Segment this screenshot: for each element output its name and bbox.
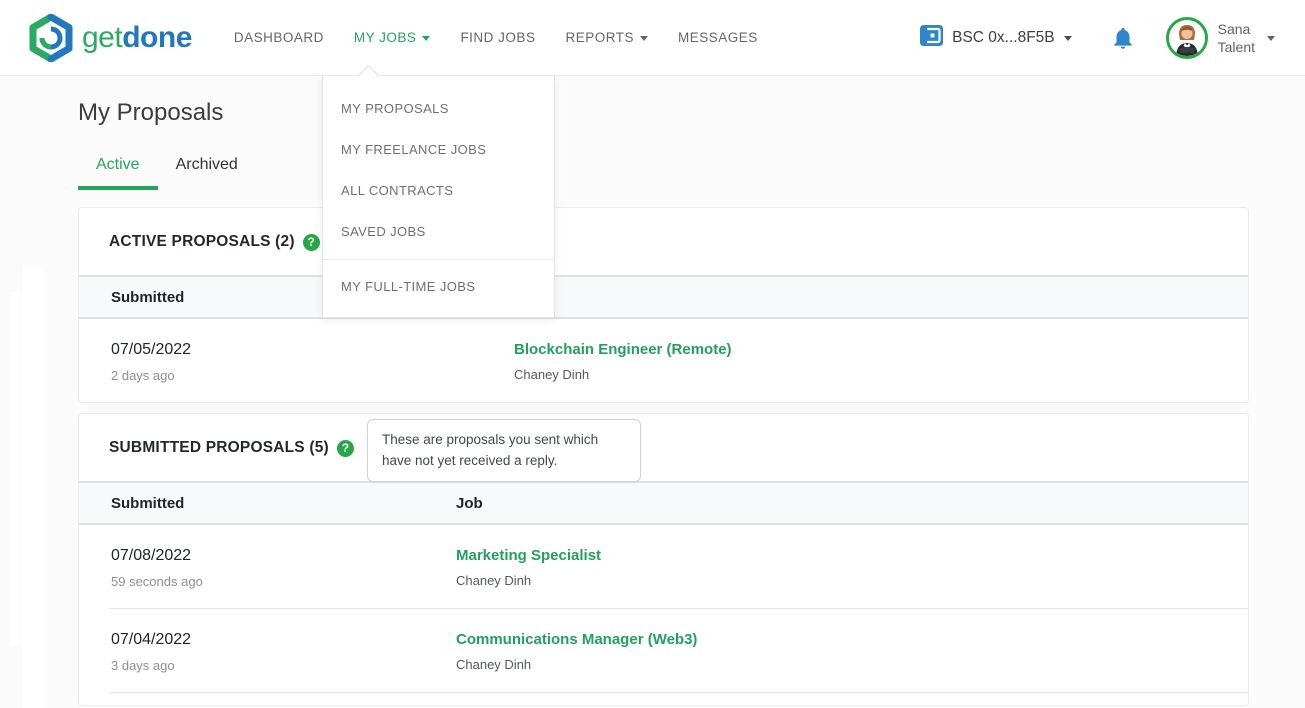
section-title: ACTIVE PROPOSALS (2) — [109, 233, 295, 250]
job-link[interactable]: Blockchain Engineer (Remote) — [514, 341, 732, 358]
wallet-address: BSC 0x...8F5B — [952, 28, 1055, 46]
table-row: 07/04/2022 3 days ago Communications Man… — [79, 609, 1248, 692]
submitted-date: 07/04/2022 — [111, 631, 192, 648]
chevron-down-icon — [1063, 35, 1072, 41]
submitted-ago: 3 days ago — [111, 658, 175, 673]
chevron-down-icon — [422, 35, 431, 41]
submitted-proposals-header: SUBMITTED PROPOSALS (5) ? — [79, 414, 1248, 481]
submitted-cell: 07/05/2022 2 days ago — [79, 341, 514, 383]
bell-icon — [1113, 27, 1132, 49]
submitted-date: 07/05/2022 — [111, 341, 192, 358]
proposals-tabs: Active Archived — [78, 156, 1249, 190]
submitted-proposals-card: These are proposals you sent which have … — [78, 413, 1249, 706]
row-divider — [109, 608, 1248, 609]
menu-item-all-contracts[interactable]: ALL CONTRACTS — [341, 183, 454, 198]
menu-divider — [323, 259, 554, 260]
active-proposals-card: ACTIVE PROPOSALS (2) ? Submitted Job 07/… — [78, 207, 1249, 403]
avatar — [1165, 16, 1208, 59]
column-header-submitted: Submitted — [111, 289, 185, 306]
job-cell: Communications Manager (Web3) Chaney Din… — [456, 631, 1248, 673]
nav-item-dashboard[interactable]: DASHBOARD — [233, 30, 324, 45]
my-jobs-dropdown: MY PROPOSALS MY FREELANCE JOBS ALL CONTR… — [322, 64, 555, 318]
submitted-date: 07/08/2022 — [111, 547, 192, 564]
column-header-submitted: Submitted — [111, 495, 185, 512]
help-icon[interactable]: ? — [302, 233, 320, 251]
tab-active[interactable]: Active — [78, 156, 158, 190]
wallet-icon — [920, 24, 944, 51]
getdone-logo-text: getdone — [82, 20, 192, 54]
nav-item-my-jobs[interactable]: MY JOBS — [354, 30, 431, 45]
column-header-job: Job — [514, 289, 1248, 306]
section-title: SUBMITTED PROPOSALS (5) — [109, 439, 329, 456]
help-icon[interactable]: ? — [336, 439, 354, 457]
getdone-logo[interactable]: getdone — [28, 13, 192, 62]
wallet-selector[interactable]: BSC 0x...8F5B — [920, 24, 1072, 51]
render-artifact — [10, 292, 20, 646]
page-title: My Proposals — [78, 99, 224, 126]
row-divider — [109, 692, 1248, 693]
submitted-cell: 07/08/2022 59 seconds ago — [79, 547, 456, 589]
help-tooltip: These are proposals you sent which have … — [367, 419, 641, 482]
chevron-down-icon — [639, 35, 648, 41]
menu-item-my-full-time-jobs[interactable]: MY FULL-TIME JOBS — [341, 279, 476, 294]
job-cell: Marketing Specialist Chaney Dinh — [456, 547, 1248, 589]
submitted-ago: 2 days ago — [111, 368, 175, 383]
submitted-cell: 07/04/2022 3 days ago — [79, 631, 456, 673]
table-row: 07/08/2022 59 seconds ago Marketing Spec… — [79, 525, 1248, 608]
job-link[interactable]: Communications Manager (Web3) — [456, 631, 698, 648]
main-content: My Proposals Active Archived ACTIVE PROP… — [78, 99, 1249, 706]
main-nav: DASHBOARD MY JOBS FIND JOBS REPORTS MESS… — [234, 30, 758, 45]
menu-item-my-proposals[interactable]: MY PROPOSALS — [341, 101, 449, 116]
render-artifact — [22, 265, 44, 708]
tab-archived[interactable]: Archived — [175, 156, 238, 173]
user-name: Sana Talent — [1217, 20, 1255, 55]
column-header-job: Job — [456, 495, 483, 512]
header-right: BSC 0x...8F5B Sana — [920, 16, 1275, 59]
menu-item-saved-jobs[interactable]: SAVED JOBS — [341, 224, 426, 239]
client-name: Chaney Dinh — [514, 367, 590, 382]
nav-item-messages[interactable]: MESSAGES — [677, 30, 758, 45]
client-name: Chaney Dinh — [456, 657, 532, 672]
submitted-ago: 59 seconds ago — [111, 574, 203, 589]
user-menu[interactable]: Sana Talent — [1165, 16, 1275, 59]
client-name: Chaney Dinh — [456, 573, 532, 588]
job-link[interactable]: Marketing Specialist — [456, 547, 602, 564]
notifications-button[interactable] — [1110, 25, 1136, 51]
table-header: Submitted Job — [79, 481, 1248, 525]
top-navbar: getdone DASHBOARD MY JOBS FIND JOBS REPO… — [0, 0, 1305, 76]
table-header: Submitted Job — [79, 275, 1248, 319]
active-proposals-header: ACTIVE PROPOSALS (2) ? — [79, 208, 1248, 275]
card-padding — [79, 693, 1248, 705]
job-cell: Blockchain Engineer (Remote) Chaney Dinh — [514, 341, 1248, 383]
nav-item-reports[interactable]: REPORTS — [565, 30, 648, 45]
menu-item-my-freelance-jobs[interactable]: MY FREELANCE JOBS — [341, 142, 487, 157]
getdone-logo-icon — [28, 13, 74, 62]
nav-item-find-jobs[interactable]: FIND JOBS — [460, 30, 536, 45]
table-row: 07/05/2022 2 days ago Blockchain Enginee… — [79, 319, 1248, 402]
chevron-down-icon — [1267, 35, 1275, 41]
